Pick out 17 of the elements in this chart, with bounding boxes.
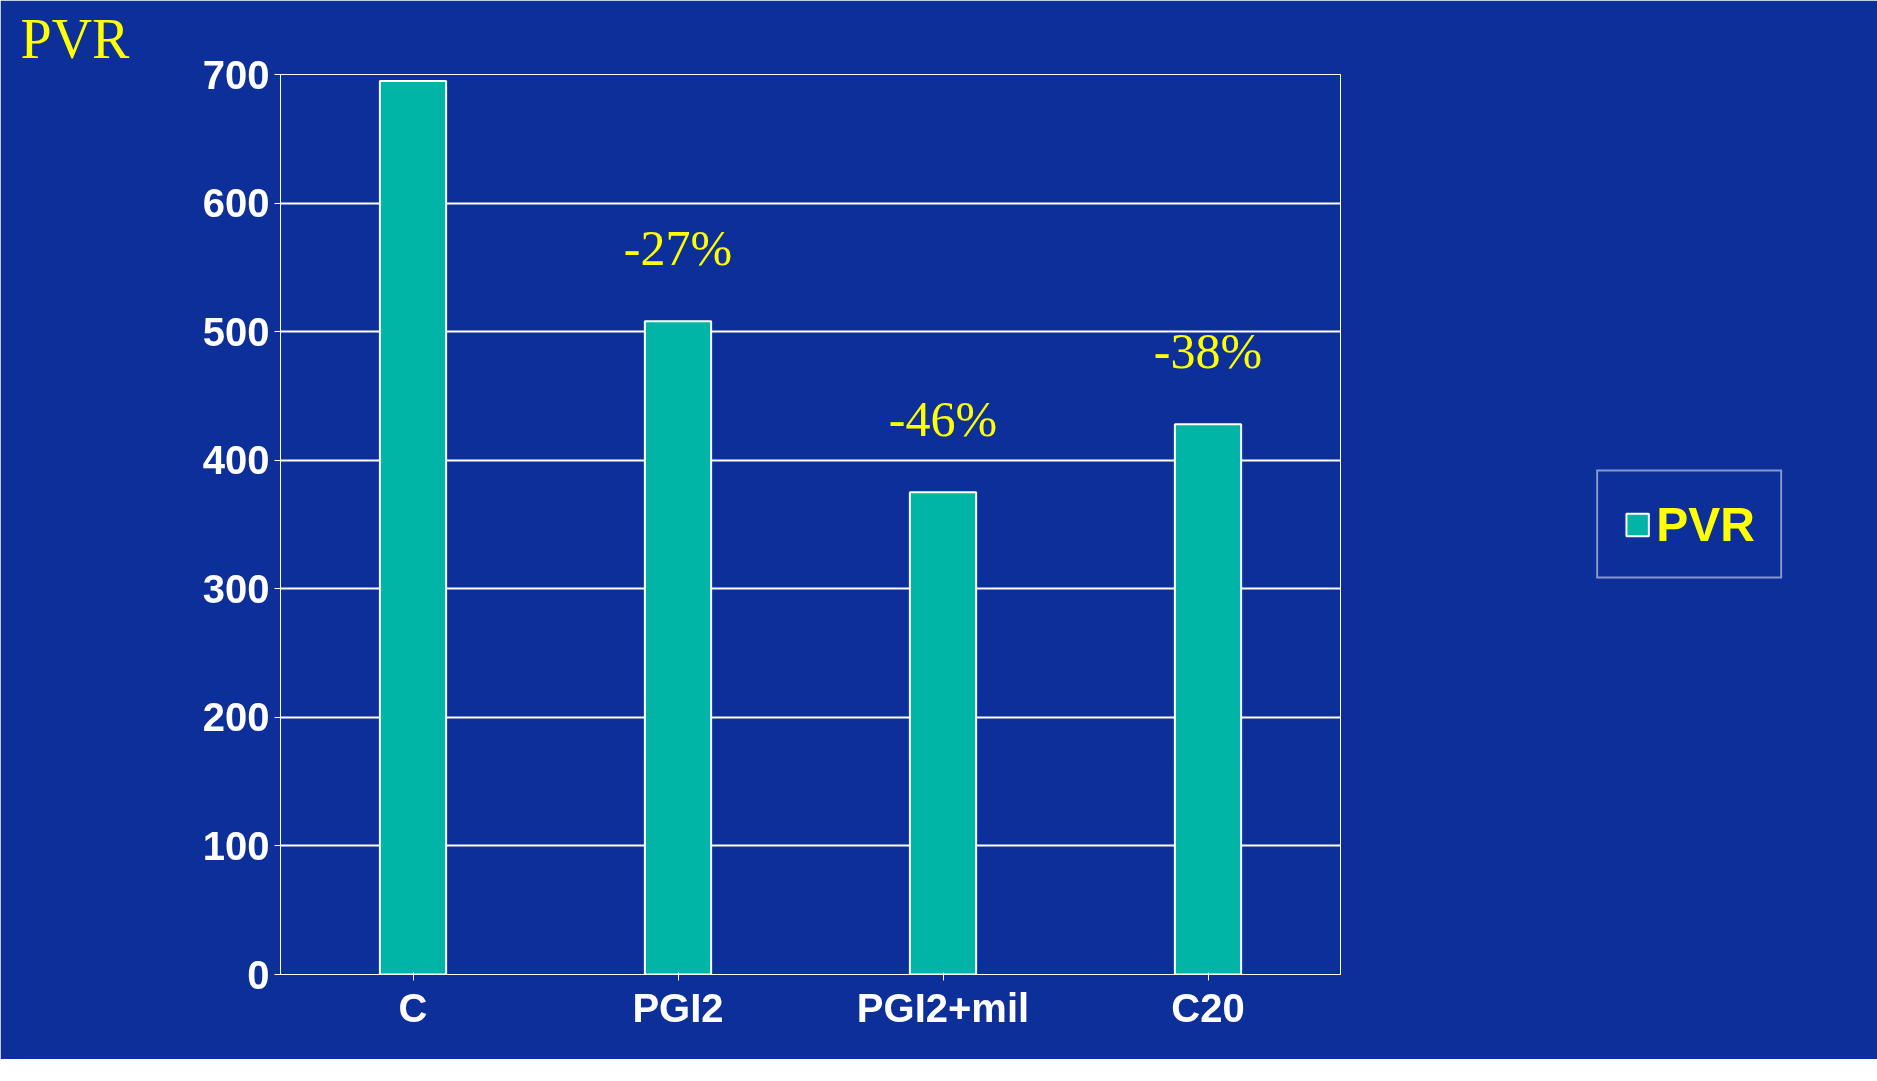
y-tick-label: 300 (202, 566, 270, 611)
y-tick-label: 0 (247, 952, 270, 997)
y-tick-label: 100 (202, 823, 270, 868)
annotation: -38% (1153, 323, 1263, 380)
y-tick-label: 200 (202, 695, 270, 740)
annotation: -27% (623, 220, 733, 277)
x-tick-label: PGI2+mil (856, 985, 1030, 1030)
legend-label: PVR (1656, 496, 1755, 552)
x-tick-label: C (398, 985, 428, 1030)
y-tick-label: 700 (202, 52, 270, 97)
y-tick-label: 400 (202, 438, 270, 483)
annotation: -46% (888, 391, 998, 448)
x-tick-label: C20 (1171, 985, 1245, 1030)
y-tick-label: 500 (202, 309, 270, 354)
y-axis-title: PVR (20, 7, 131, 70)
x-tick-label: PGI2 (632, 985, 724, 1030)
y-tick-label: 600 (202, 181, 270, 226)
